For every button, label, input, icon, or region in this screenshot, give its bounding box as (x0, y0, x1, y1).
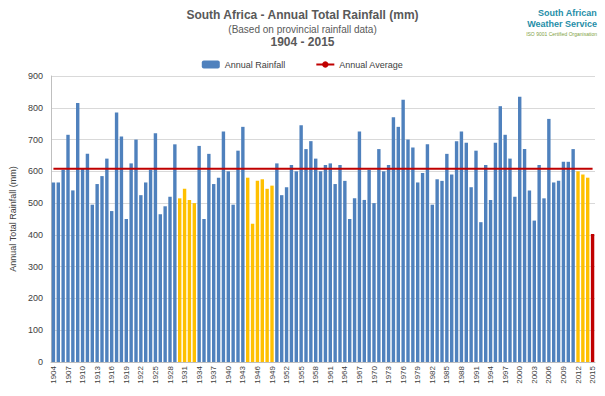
svg-text:2009: 2009 (559, 365, 568, 383)
svg-text:600: 600 (28, 166, 43, 176)
svg-text:1940: 1940 (224, 365, 233, 383)
svg-text:2003: 2003 (530, 365, 539, 383)
svg-text:Annual Average: Annual Average (339, 60, 402, 70)
svg-text:South Africa - Annual Total Ra: South Africa - Annual Total Rainfall (mm… (186, 8, 418, 22)
svg-text:1943: 1943 (238, 365, 247, 383)
svg-text:900: 900 (28, 71, 43, 81)
svg-text:1988: 1988 (457, 365, 466, 383)
svg-text:1979: 1979 (413, 365, 422, 383)
svg-text:South African: South African (538, 8, 597, 18)
svg-text:1967: 1967 (355, 365, 364, 383)
svg-text:2006: 2006 (544, 365, 553, 383)
svg-text:300: 300 (28, 262, 43, 272)
svg-text:1985: 1985 (442, 365, 451, 383)
svg-text:0: 0 (38, 357, 43, 367)
svg-text:2012: 2012 (574, 365, 583, 383)
svg-text:1937: 1937 (209, 365, 218, 383)
svg-text:1982: 1982 (428, 365, 437, 383)
svg-text:Annual Total Rainfall (mm): Annual Total Rainfall (mm) (8, 166, 18, 271)
svg-text:ISO 9001 Certified Organisatio: ISO 9001 Certified Organisation (526, 31, 597, 37)
svg-text:1904 - 2015: 1904 - 2015 (270, 35, 334, 49)
svg-text:1922: 1922 (136, 365, 145, 383)
svg-text:1976: 1976 (399, 365, 408, 383)
svg-text:1952: 1952 (282, 365, 291, 383)
svg-text:1934: 1934 (195, 365, 204, 383)
svg-text:1970: 1970 (370, 365, 379, 383)
svg-text:400: 400 (28, 230, 43, 240)
svg-text:1997: 1997 (501, 365, 510, 383)
svg-text:700: 700 (28, 135, 43, 145)
svg-text:1910: 1910 (78, 365, 87, 383)
svg-text:2015: 2015 (588, 365, 597, 383)
svg-text:200: 200 (28, 293, 43, 303)
svg-text:1931: 1931 (180, 365, 189, 383)
svg-text:1961: 1961 (326, 365, 335, 383)
svg-text:(Based on provincial rainfall: (Based on provincial rainfall data) (228, 24, 376, 35)
svg-text:2000: 2000 (515, 365, 524, 383)
svg-text:1919: 1919 (122, 365, 131, 383)
svg-text:1949: 1949 (268, 365, 277, 383)
svg-text:1955: 1955 (297, 365, 306, 383)
svg-text:1916: 1916 (107, 365, 116, 383)
svg-text:500: 500 (28, 198, 43, 208)
svg-text:1973: 1973 (384, 365, 393, 383)
svg-text:1913: 1913 (93, 365, 102, 383)
svg-text:1925: 1925 (151, 365, 160, 383)
svg-text:1994: 1994 (486, 365, 495, 383)
svg-text:1946: 1946 (253, 365, 262, 383)
svg-text:1991: 1991 (472, 365, 481, 383)
svg-text:Weather Service: Weather Service (527, 19, 597, 29)
svg-text:1928: 1928 (166, 365, 175, 383)
svg-text:800: 800 (28, 103, 43, 113)
svg-text:1907: 1907 (64, 365, 73, 383)
svg-text:1964: 1964 (340, 365, 349, 383)
svg-text:100: 100 (28, 325, 43, 335)
svg-text:1904: 1904 (49, 365, 58, 383)
svg-text:1958: 1958 (311, 365, 320, 383)
svg-text:Annual Rainfall: Annual Rainfall (225, 60, 286, 70)
